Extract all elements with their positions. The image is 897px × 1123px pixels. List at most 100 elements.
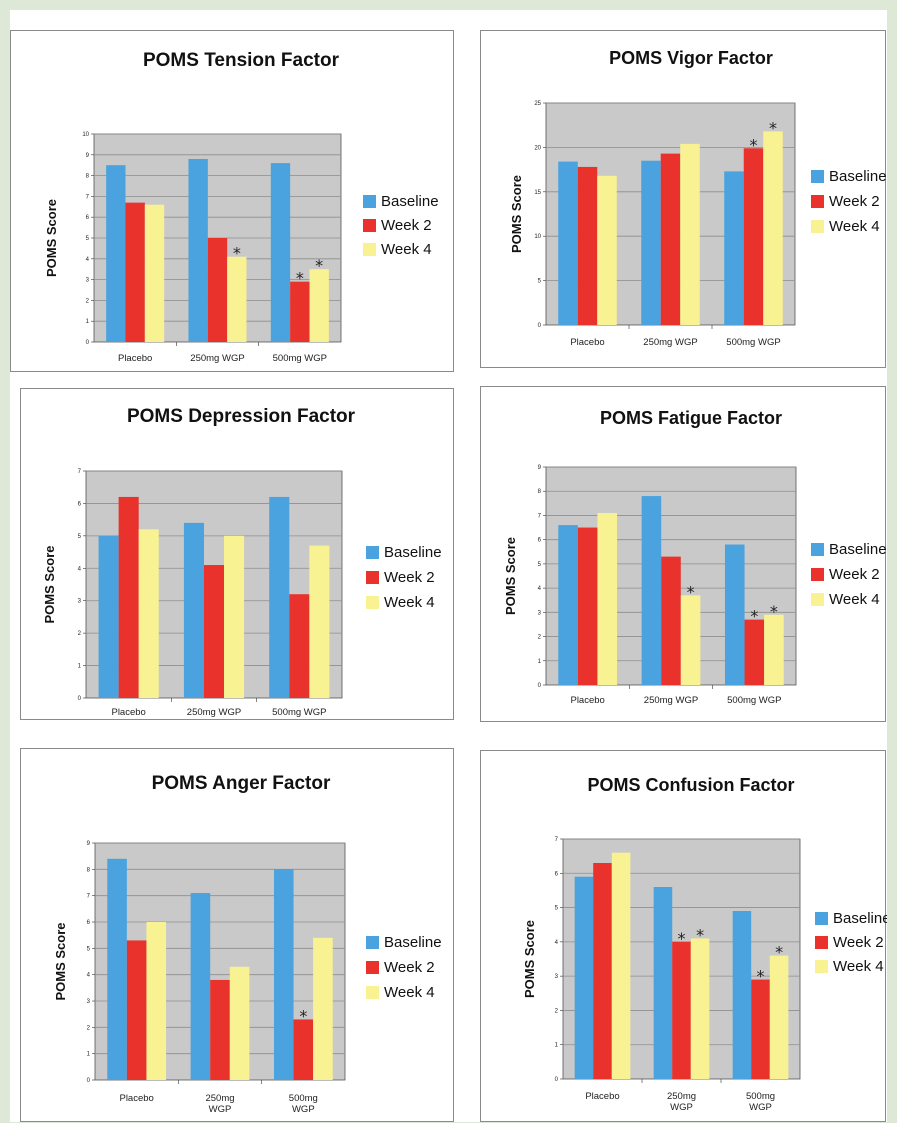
bar-week-4-1 bbox=[224, 535, 245, 698]
bar-week-4-2 bbox=[309, 545, 330, 698]
bar-week-2-2 bbox=[290, 281, 310, 342]
bar-baseline-1 bbox=[188, 158, 208, 342]
significance-marker: * bbox=[750, 135, 758, 154]
category-label: 500mg WGP bbox=[273, 353, 327, 364]
legend-swatch-baseline bbox=[811, 170, 824, 183]
bar-baseline-2 bbox=[732, 911, 752, 1079]
bar-week-4-1 bbox=[680, 595, 701, 685]
legend-label-week-4: Week 4 bbox=[384, 594, 435, 611]
legend-label-week-2: Week 2 bbox=[384, 959, 435, 976]
y-tick-label: 2 bbox=[86, 298, 90, 304]
bar-week-4-0 bbox=[138, 529, 159, 698]
y-tick-label: 0 bbox=[538, 323, 542, 329]
category-label: 500mg WGP bbox=[727, 695, 781, 706]
significance-marker: * bbox=[678, 929, 686, 948]
significance-marker: * bbox=[296, 269, 304, 288]
legend: Baseline Week 2 Week 4 bbox=[815, 910, 887, 975]
category-label: 250mg bbox=[667, 1091, 696, 1102]
bar-baseline-1 bbox=[641, 160, 661, 325]
y-tick-label: 3 bbox=[538, 610, 542, 616]
bar-week-4-2 bbox=[313, 937, 333, 1080]
chart-title: POMS Confusion Factor bbox=[588, 775, 795, 795]
legend-label-week-4: Week 4 bbox=[833, 958, 884, 975]
significance-marker: * bbox=[750, 607, 758, 626]
bar-week-4-2 bbox=[769, 955, 789, 1079]
legend: Baseline Week 2 Week 4 bbox=[811, 168, 887, 235]
y-tick-label: 9 bbox=[87, 841, 91, 847]
category-label: WGP bbox=[209, 1104, 232, 1115]
bar-week-2-1 bbox=[672, 941, 691, 1079]
category-label: Placebo bbox=[111, 707, 145, 718]
category-label: 500mg bbox=[746, 1091, 775, 1102]
chart-panel-confusion: POMS Confusion Factor 0 1 2 3 4 5 6 7 POMS Score P… bbox=[480, 750, 887, 1122]
chart-title: POMS Vigor Factor bbox=[609, 48, 773, 68]
legend-label-week-2: Week 2 bbox=[833, 934, 884, 951]
chart-title: POMS Fatigue Factor bbox=[600, 408, 782, 428]
y-tick-label: 1 bbox=[78, 664, 82, 670]
y-tick-label: 1 bbox=[87, 1052, 91, 1058]
bar-baseline-2 bbox=[269, 496, 290, 698]
significance-marker: * bbox=[687, 582, 695, 601]
y-tick-label: 4 bbox=[555, 940, 559, 946]
bar-week-2-2 bbox=[289, 594, 310, 698]
y-tick-label: 7 bbox=[78, 469, 82, 475]
bar-week-4-0 bbox=[597, 175, 617, 325]
bar-week-4-1 bbox=[229, 966, 250, 1080]
y-tick-label: 0 bbox=[86, 340, 90, 346]
legend-label-baseline: Baseline bbox=[381, 193, 439, 210]
y-tick-label: 0 bbox=[78, 696, 82, 702]
y-tick-label: 2 bbox=[87, 1025, 91, 1031]
legend-swatch-week-4 bbox=[366, 986, 379, 999]
y-tick-label: 6 bbox=[86, 215, 90, 221]
figure-sheet: POMS Tension Factor 0 1 2 3 4 5 6 7 8 9 10 POMS Scor… bbox=[10, 10, 887, 1122]
y-tick-label: 25 bbox=[534, 101, 541, 107]
y-tick-label: 6 bbox=[555, 871, 559, 877]
y-axis-label: POMS Score bbox=[509, 175, 524, 253]
bar-baseline-2 bbox=[724, 544, 745, 685]
y-tick-label: 2 bbox=[555, 1008, 559, 1014]
legend-label-baseline: Baseline bbox=[384, 544, 442, 561]
category-label: 250mg WGP bbox=[644, 695, 698, 706]
legend-swatch-week-2 bbox=[811, 568, 824, 581]
y-tick-label: 0 bbox=[555, 1077, 559, 1083]
legend-swatch-week-4 bbox=[815, 960, 828, 973]
bar-baseline-1 bbox=[641, 496, 662, 685]
y-tick-label: 20 bbox=[534, 145, 541, 151]
y-tick-label: 1 bbox=[86, 319, 90, 325]
bar-week-2-0 bbox=[126, 940, 147, 1080]
bar-baseline-0 bbox=[106, 165, 126, 342]
category-label: 500mg WGP bbox=[272, 707, 326, 718]
significance-marker: * bbox=[233, 244, 241, 263]
chart-svg: POMS Tension Factor 0 1 2 3 4 5 6 7 8 9 10 POMS Scor… bbox=[44, 50, 439, 364]
significance-marker: * bbox=[757, 967, 765, 986]
legend-label-week-2: Week 2 bbox=[829, 566, 880, 583]
legend-swatch-week-2 bbox=[366, 961, 379, 974]
legend-swatch-week-2 bbox=[363, 219, 376, 232]
chart-panel-vigor: POMS Vigor Factor 0 5 10 15 20 25 POMS Score Pla… bbox=[480, 30, 887, 368]
category-label: 250mg bbox=[205, 1093, 234, 1104]
legend-swatch-baseline bbox=[815, 912, 828, 925]
bar-week-4-0 bbox=[597, 513, 618, 685]
y-tick-label: 3 bbox=[555, 974, 559, 980]
chart-title: POMS Tension Factor bbox=[143, 50, 340, 71]
significance-marker: * bbox=[770, 602, 778, 621]
bar-week-4-1 bbox=[690, 938, 710, 1079]
category-label: 250mg WGP bbox=[643, 337, 697, 348]
legend-swatch-baseline bbox=[366, 936, 379, 949]
y-tick-label: 5 bbox=[538, 562, 542, 568]
legend-swatch-week-4 bbox=[366, 596, 379, 609]
legend-label-baseline: Baseline bbox=[833, 910, 887, 927]
bar-week-4-2 bbox=[763, 131, 783, 325]
category-label: Placebo bbox=[119, 1093, 153, 1104]
chart-svg: POMS Depression Factor 0 1 2 3 4 5 6 7 POMS Score… bbox=[42, 406, 442, 718]
bar-week-4-0 bbox=[611, 852, 631, 1079]
bar-week-2-1 bbox=[210, 979, 230, 1080]
legend: Baseline Week 2 Week 4 bbox=[363, 193, 439, 258]
chart-title: POMS Anger Factor bbox=[152, 773, 331, 794]
y-tick-label: 4 bbox=[78, 566, 82, 572]
y-tick-label: 4 bbox=[538, 586, 542, 592]
bar-week-2-1 bbox=[661, 556, 681, 685]
chart-svg: POMS Fatigue Factor 0 1 2 3 4 5 6 7 8 9 POMS Score P… bbox=[503, 408, 887, 706]
y-tick-label: 8 bbox=[86, 174, 90, 180]
y-tick-label: 8 bbox=[538, 489, 542, 495]
